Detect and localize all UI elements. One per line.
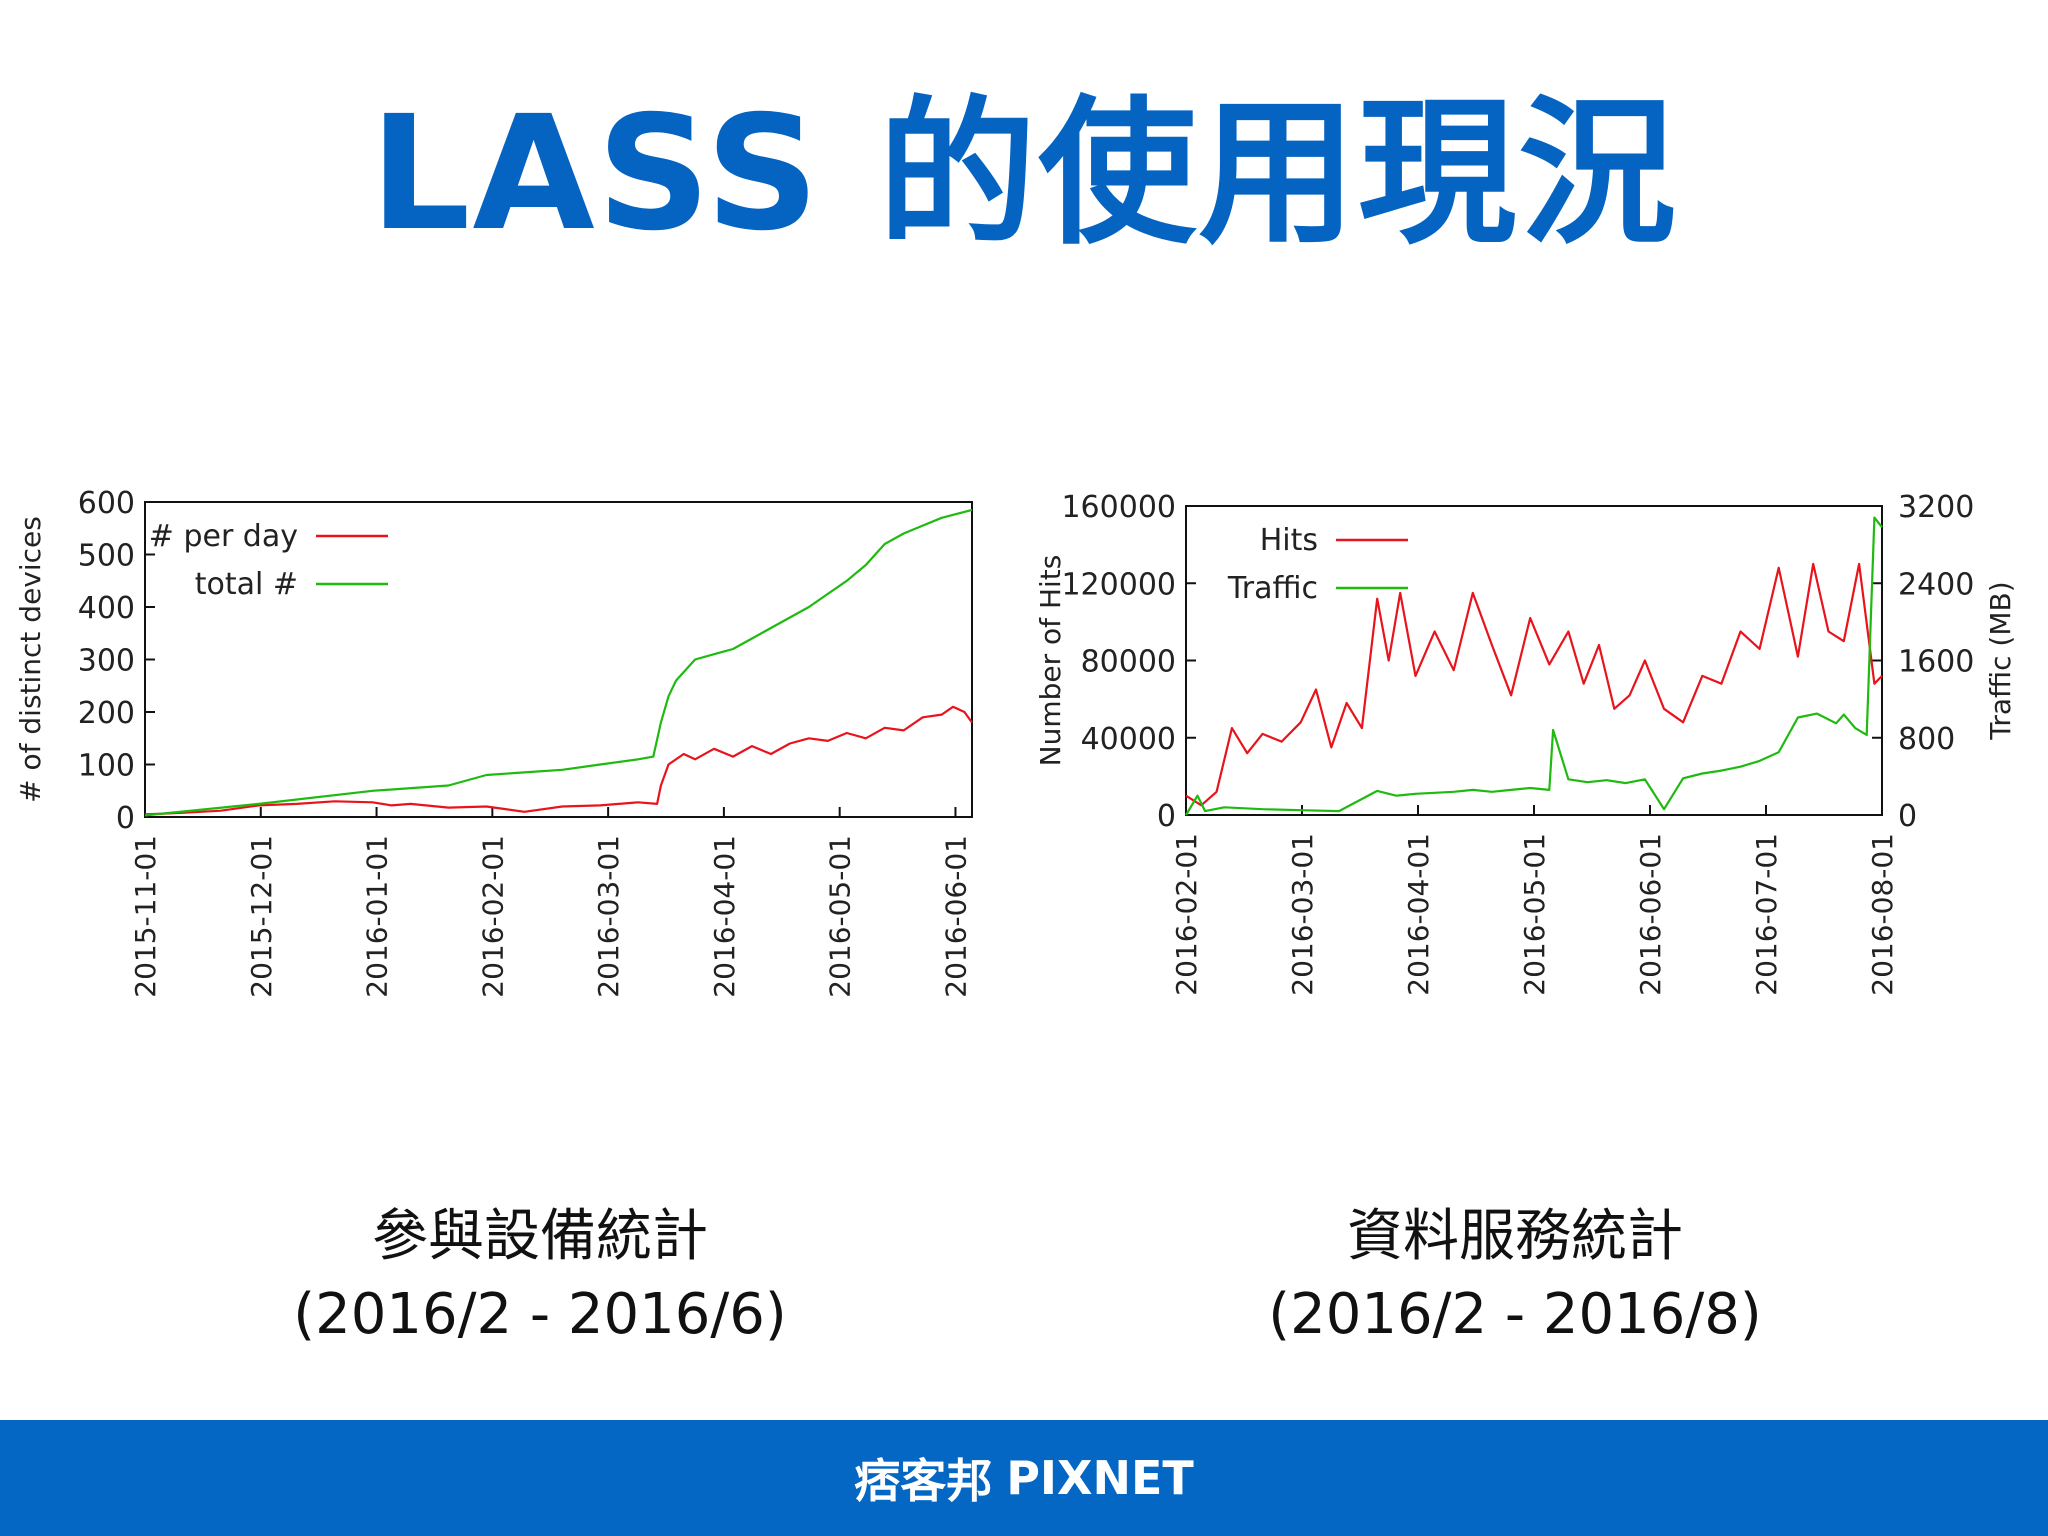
x-tick-label: 2016-05-01 [824,835,857,998]
series-line-green [144,508,973,817]
y-tick-label: 40000 [1081,722,1176,757]
legend-label: Traffic [1227,571,1318,606]
x-tick-label: 2016-08-01 [1866,833,1899,996]
legend-label: Hits [1260,523,1318,558]
slide-title: LASS 的使用現況 [369,82,1679,266]
service-chart: 0 40000 80000 120000 160000 0 800 1600 2400 3200 2… [1034,490,2017,996]
x-tick-label: 2016-04-01 [1402,833,1435,996]
y-tick-label: 500 [78,539,135,574]
y-tick-label: 400 [78,591,135,626]
devices-caption-title: 參與設備統計 [372,1204,708,1269]
x-tick-label: 2016-04-01 [708,835,741,998]
y-tick-label: 120000 [1061,567,1176,602]
x-tick-label: 2016-05-01 [1518,833,1551,996]
x-tick-label: 2015-11-01 [129,835,162,998]
devices-caption: 參與設備統計 (2016/2 - 2016/6) [240,1198,840,1354]
y-tick-label: 0 [1157,799,1176,834]
x-tick-label: 2016-03-01 [592,835,625,998]
y-tick-label: 600 [78,486,135,521]
y2-tick-label: 1600 [1898,645,1974,680]
y-tick-label: 0 [116,801,135,836]
y2-tick-label: 3200 [1898,490,1974,525]
x-tick-label: 2016-02-01 [1170,833,1203,996]
y-tick-label: 200 [78,696,135,731]
service-caption-range: (2016/2 - 2016/8) [1268,1282,1762,1347]
y2-tick-label: 0 [1898,799,1917,834]
y-axis-label: # of distinct devices [14,516,47,803]
x-tick-label: 2016-02-01 [476,835,509,998]
y2-tick-label: 800 [1898,722,1955,757]
x-tick-label: 2016-06-01 [1634,833,1667,996]
devices-chart: 0 100 200 300 400 500 600 2015-11-01 2015-12-01 2… [14,486,973,998]
pixnet-logo-en: PIXNET [1006,1451,1194,1505]
x-tick-label: 2015-12-01 [245,835,278,998]
pixnet-logo-cn: 痞客邦 [854,1454,993,1508]
service-caption: 資料服務統計 (2016/2 - 2016/8) [1215,1198,1815,1354]
x-tick-label: 2016-07-01 [1750,833,1783,996]
y-tick-label: 80000 [1081,645,1176,680]
footer-bar: 痞客邦 PIXNET [0,1420,2048,1536]
series-line-green [1185,516,1883,816]
y2-tick-label: 2400 [1898,567,1974,602]
x-tick-label: 2016-03-01 [1286,833,1319,996]
devices-caption-range: (2016/2 - 2016/6) [293,1282,787,1347]
x-tick-label: 2016-06-01 [939,835,972,998]
y-axis-label: Number of Hits [1034,555,1067,767]
plot-frame [144,501,973,818]
x-tick-label: 2016-01-01 [361,835,394,998]
legend-label: # per day [149,519,298,554]
series-line-red [144,705,973,816]
y-tick-label: 160000 [1061,490,1176,525]
legend-label: total # [195,567,298,602]
y-tick-label: 300 [78,644,135,679]
series-line-red [1185,562,1883,807]
plot-frame [1185,505,1883,816]
service-caption-title: 資料服務統計 [1347,1204,1683,1269]
y2-axis-label: Traffic (MB) [1984,581,2017,740]
y-tick-label: 100 [78,749,135,784]
pixnet-logo: 痞客邦 PIXNET [0,1420,2048,1536]
